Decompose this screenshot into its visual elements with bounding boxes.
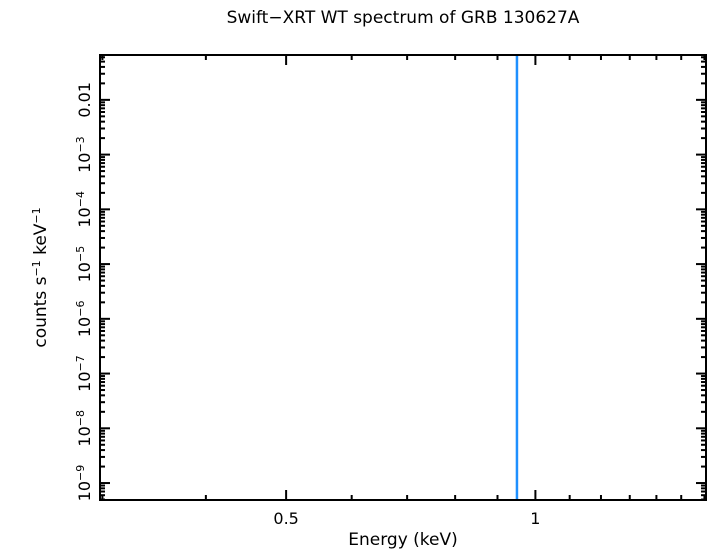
- y-tick-label: 10−8: [74, 410, 94, 447]
- x-tick-label: 1: [530, 509, 540, 528]
- x-axis-label: Energy (keV): [348, 530, 458, 550]
- y-axis-label: counts s−1 keV−1: [30, 207, 51, 347]
- y-tick-label: 0.01: [75, 82, 94, 118]
- x-tick-label: 0.5: [273, 509, 298, 528]
- chart-title: Swift−XRT WT spectrum of GRB 130627A: [226, 8, 580, 28]
- y-tick-label: 10−3: [74, 136, 94, 173]
- y-tick-label: 10−9: [74, 465, 94, 502]
- plot-frame: [99, 54, 707, 501]
- y-tick-label: 10−6: [74, 301, 94, 338]
- y-tick-label: 10−5: [74, 246, 94, 283]
- y-tick-label: 10−4: [74, 191, 94, 228]
- y-tick-label: 10−7: [74, 355, 94, 392]
- axis-ticks: [100, 55, 706, 501]
- axis-tick-labels: 0.5 1 0.01 10−3 10−4 10−5 10−6 10−7 10−8 10−9: [74, 82, 540, 528]
